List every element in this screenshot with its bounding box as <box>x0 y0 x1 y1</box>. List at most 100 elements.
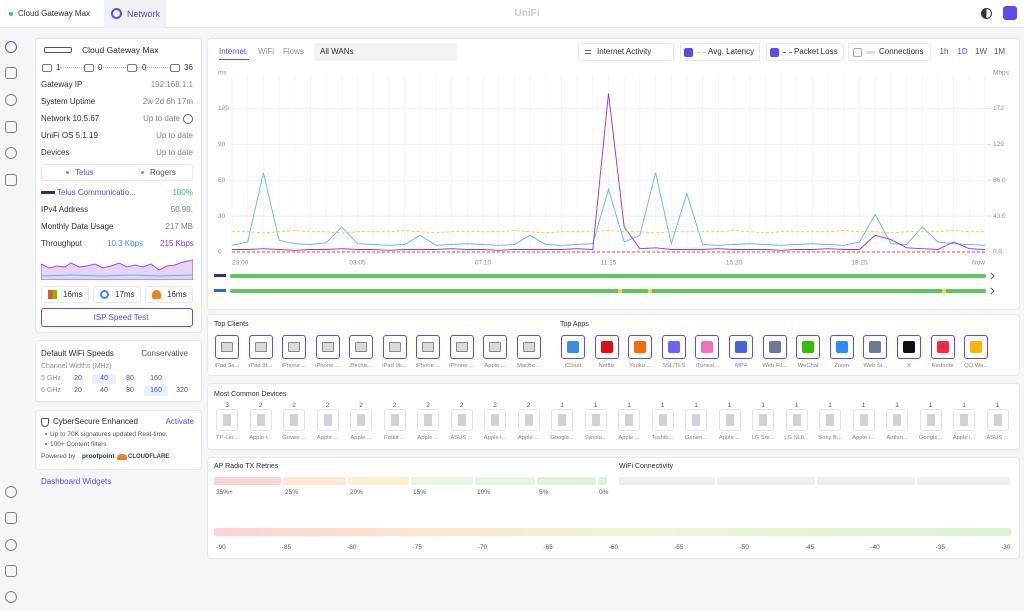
client-name: iPhone ... <box>415 363 441 369</box>
isp-logo <box>41 191 55 194</box>
nav-icon[interactable] <box>5 486 17 498</box>
device-select[interactable]: Cloud Gateway Max <box>18 9 91 18</box>
channel-width[interactable]: 160 <box>150 387 162 394</box>
info-value: 50.99. <box>170 205 193 214</box>
channel-width[interactable]: 20 <box>74 375 82 382</box>
device-count: 2 <box>325 402 330 409</box>
device-count: 1 <box>794 402 799 409</box>
device-count: 1 <box>560 402 564 409</box>
app-logo <box>869 341 882 353</box>
client-name: iPhone ... <box>281 363 307 369</box>
device-name: Airthin... <box>886 435 908 441</box>
device-image <box>993 414 1002 426</box>
client-name: iPad 9b... <box>382 363 407 369</box>
wifi-speeds-mode[interactable]: Conservative <box>141 349 188 358</box>
channel-width[interactable]: 80 <box>126 387 134 394</box>
device-image <box>457 414 466 426</box>
legend-checkbox <box>770 48 779 57</box>
device-name: TP-Lin... <box>216 435 238 441</box>
device-image <box>960 414 968 426</box>
view-tab[interactable]: WiFi <box>258 47 274 56</box>
provider-icon <box>152 290 161 299</box>
client-name: iPhone ... <box>315 363 340 369</box>
channel-width[interactable]: 40 <box>100 375 108 382</box>
device-image <box>658 414 667 426</box>
dashboard-widgets-link[interactable]: Dashboard Widgets <box>41 477 112 486</box>
legend-toggle[interactable] <box>680 43 760 61</box>
user-avatar[interactable] <box>1003 6 1017 20</box>
channel-width[interactable]: 80 <box>126 375 134 382</box>
app-logo <box>701 341 714 353</box>
device-count: 2 <box>258 402 263 409</box>
nav-icon[interactable] <box>5 565 17 577</box>
nav-icon[interactable] <box>5 174 17 186</box>
device-image <box>524 414 533 426</box>
channel-width[interactable]: 160 <box>150 375 162 382</box>
range-option[interactable]: 1D <box>957 47 968 56</box>
port-count: 0 <box>98 63 103 72</box>
channel-width[interactable]: 40 <box>100 387 108 394</box>
isp-uptime: 100% <box>172 188 193 197</box>
retry-label: 20% <box>350 489 364 496</box>
info-value: 2w 2d 6h 17m <box>142 97 193 106</box>
device-name: Toshib... <box>651 435 674 441</box>
bullet <box>45 433 47 435</box>
channel-width[interactable]: 320 <box>176 387 188 394</box>
device-image <box>792 414 801 426</box>
cloudflare-icon <box>117 454 127 460</box>
wan-tab[interactable]: Rogers <box>150 168 176 177</box>
retry-bar <box>411 477 473 485</box>
nav-icon[interactable] <box>5 512 17 524</box>
nav-icon[interactable] <box>5 41 17 53</box>
metric-select[interactable] <box>578 43 674 61</box>
wan-select[interactable] <box>314 43 457 61</box>
wan-select-label: All WANs <box>320 47 354 56</box>
client-tile[interactable] <box>416 335 440 359</box>
app-name: WeChat <box>797 363 819 369</box>
speed-test-button[interactable] <box>41 308 193 327</box>
nav-icon[interactable] <box>5 539 17 551</box>
partner-logo: proofpoint <box>82 453 115 460</box>
device-name: Google... <box>550 435 574 441</box>
view-tab[interactable]: Internet <box>219 47 247 56</box>
client-device <box>288 342 300 352</box>
nav-icon[interactable] <box>5 147 17 159</box>
connections-toggle[interactable] <box>848 43 931 61</box>
device-count: 1 <box>928 402 933 409</box>
theme-toggle[interactable] <box>981 8 992 19</box>
client-device <box>489 342 501 352</box>
device-count: 1 <box>962 402 966 409</box>
signal-scale-label: -90 <box>216 544 226 551</box>
width-selected <box>92 374 116 384</box>
info-label: Network 10.5.67 <box>41 114 100 123</box>
connections-label: Connections <box>879 47 924 56</box>
wifi-connectivity-title: WiFi Connectivity <box>619 463 674 470</box>
app-logo <box>802 341 815 353</box>
client-name: iPad 9t... <box>249 363 272 369</box>
signal-scale-label: -45 <box>804 544 815 551</box>
range-option[interactable]: 1h <box>939 47 949 56</box>
view-tab[interactable]: Flows <box>283 47 304 56</box>
legend-toggle[interactable] <box>766 43 844 61</box>
nav-icon[interactable] <box>5 591 17 603</box>
shield-icon <box>41 418 49 427</box>
channel-width[interactable]: 20 <box>74 387 82 394</box>
range-option[interactable]: 1M <box>993 47 1006 56</box>
range-option[interactable]: 1W <box>975 47 987 56</box>
nav-icon[interactable] <box>5 94 17 106</box>
wan-tab[interactable]: Telus <box>75 168 94 177</box>
device-count: 1 <box>727 402 732 409</box>
signal-scale-label: -70 <box>477 544 488 551</box>
status-dot <box>9 12 13 16</box>
device-count: 1 <box>660 402 665 409</box>
throughput-up: 215 Kbps <box>160 239 194 248</box>
nav-icon[interactable] <box>5 67 17 79</box>
device-name: Apple ... <box>618 435 640 441</box>
isp-name: Telus Communicatio... <box>57 188 136 197</box>
nav-icon[interactable] <box>5 121 17 133</box>
signal-scale-label: -75 <box>412 544 422 551</box>
latency-box <box>93 286 141 303</box>
cybersecure-action[interactable]: Activate <box>165 417 194 426</box>
retry-label: 25% <box>285 489 299 496</box>
device-count: 1 <box>895 402 899 409</box>
